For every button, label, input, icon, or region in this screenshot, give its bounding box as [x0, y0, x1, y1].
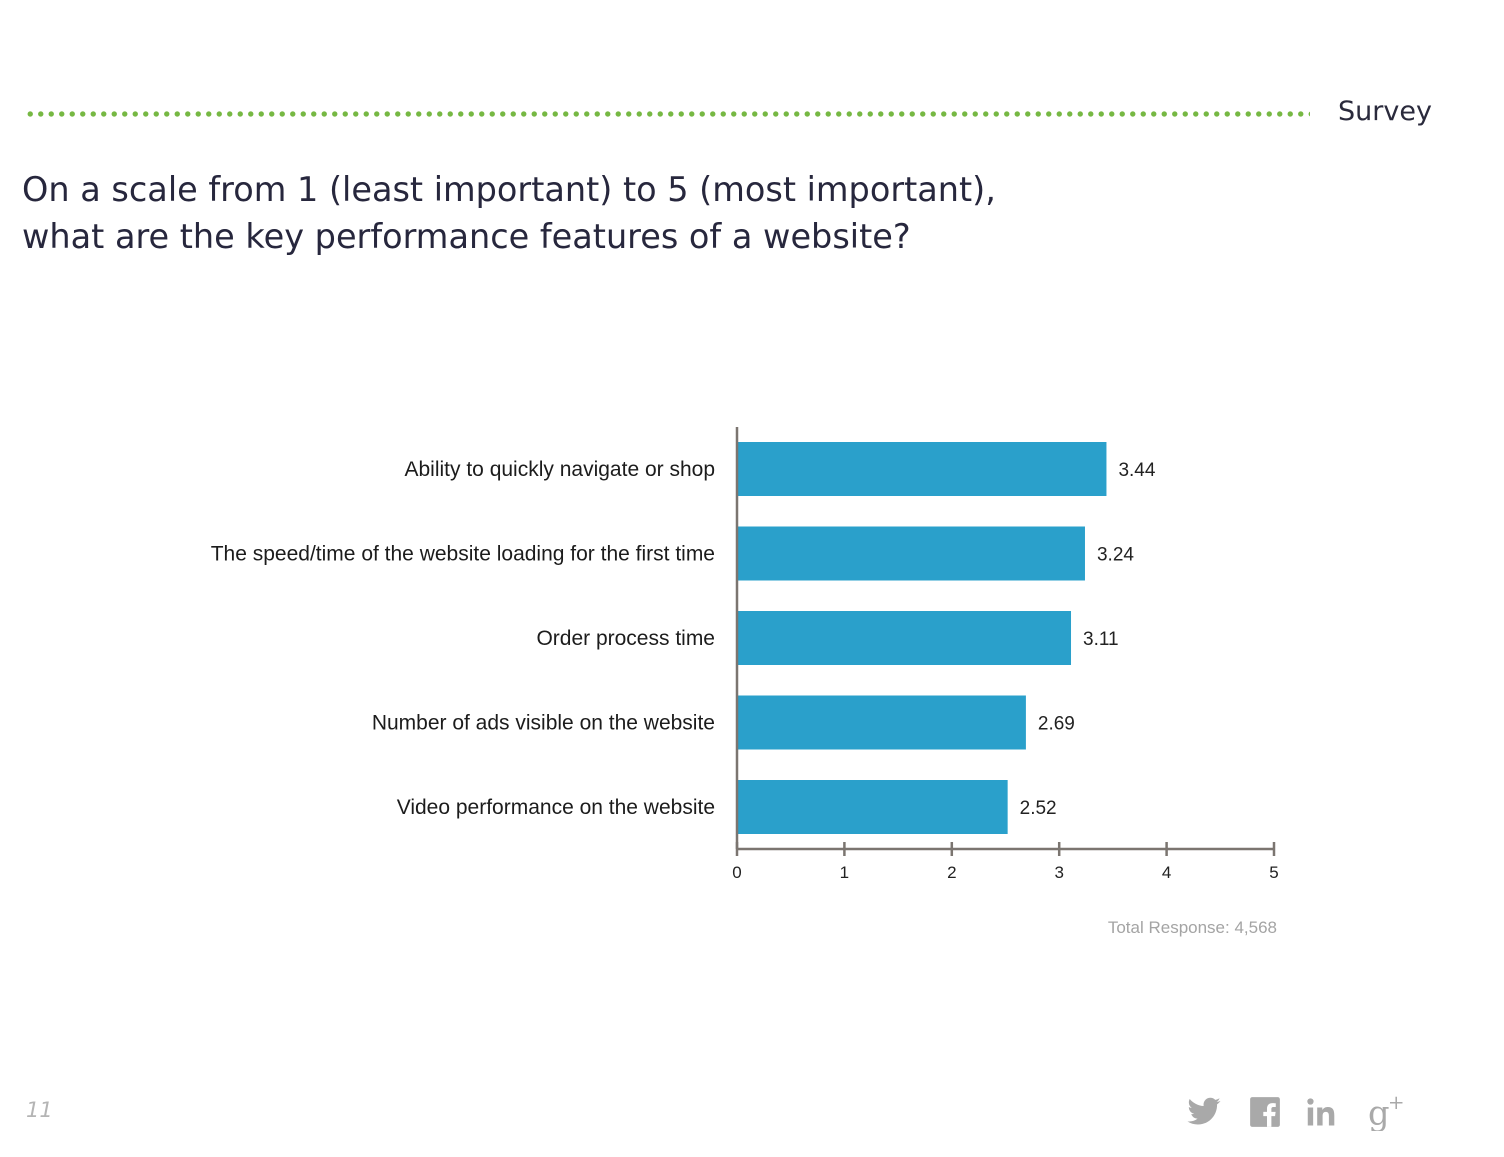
svg-text:g: g	[1368, 1093, 1390, 1131]
value-label: 3.44	[1118, 460, 1155, 481]
value-label: 2.52	[1020, 798, 1057, 819]
category-label: Number of ads visible on the website	[372, 712, 715, 735]
category-label: Ability to quickly navigate or shop	[405, 458, 716, 481]
value-label: 3.11	[1083, 629, 1119, 650]
twitter-icon[interactable]	[1186, 1093, 1222, 1131]
x-tick-label: 4	[1162, 863, 1171, 882]
question-line-2: what are the key performance features of…	[22, 217, 911, 256]
category-label: Video performance on the website	[397, 796, 715, 819]
value-label: 2.69	[1038, 714, 1075, 735]
category-label: The speed/time of the website loading fo…	[211, 543, 715, 566]
dotted-divider	[25, 111, 1310, 117]
category-label: Order process time	[536, 627, 715, 650]
svg-text:+: +	[1388, 1093, 1405, 1114]
total-response-note: Total Response: 4,568	[1107, 918, 1277, 937]
x-tick-label: 3	[1054, 863, 1063, 882]
bar	[737, 611, 1072, 665]
facebook-icon[interactable]	[1248, 1093, 1282, 1131]
x-tick-label: 0	[732, 863, 741, 882]
x-tick-label: 5	[1269, 863, 1278, 882]
linkedin-icon[interactable]	[1304, 1093, 1340, 1131]
section-label: Survey	[1338, 96, 1432, 127]
question-title: On a scale from 1 (least important) to 5…	[22, 166, 1122, 260]
bar	[737, 442, 1107, 496]
x-tick-label: 1	[840, 863, 849, 882]
google-plus-icon[interactable]: g +	[1368, 1093, 1414, 1131]
question-line-1: On a scale from 1 (least important) to 5…	[22, 170, 996, 209]
bar	[737, 695, 1026, 750]
x-tick-label: 2	[947, 863, 956, 882]
bar	[737, 780, 1008, 834]
page-number: 11	[26, 1098, 53, 1122]
value-label: 3.24	[1097, 545, 1134, 566]
bar	[737, 526, 1085, 581]
